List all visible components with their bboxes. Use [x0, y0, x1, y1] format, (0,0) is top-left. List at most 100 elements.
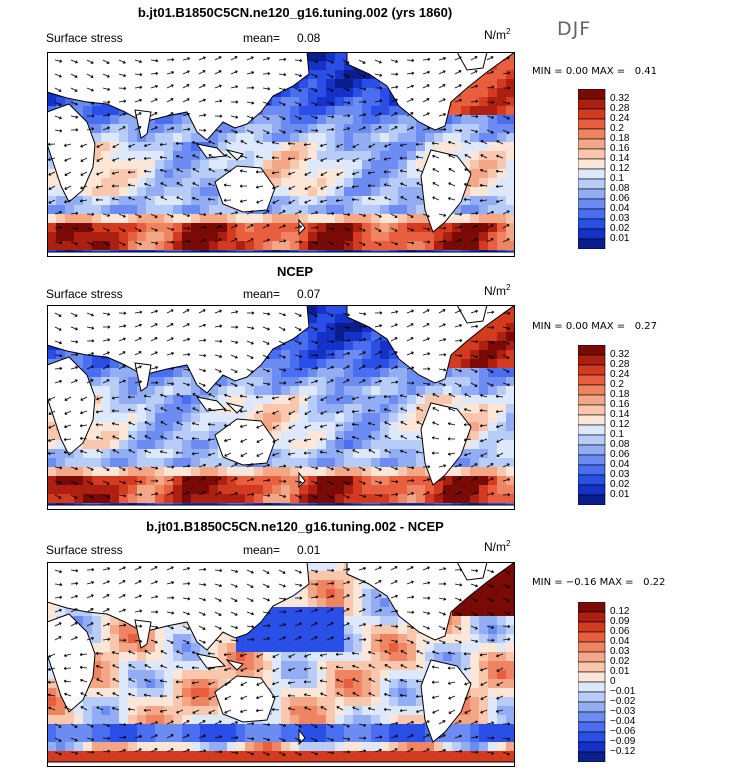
wind-vector-head [234, 224, 238, 228]
wind-vector-head [75, 340, 79, 344]
wind-vector [416, 451, 424, 454]
wind-vector [48, 438, 56, 442]
field-cell [470, 404, 480, 414]
wind-vector [70, 494, 78, 499]
wind-vector [175, 142, 184, 145]
wind-vector-head [208, 453, 211, 457]
wind-vector-head [336, 397, 340, 401]
field-cell [308, 598, 318, 608]
wind-vector-head [304, 425, 308, 429]
wind-vector [326, 227, 334, 230]
field-cell [398, 458, 408, 468]
wind-vector-head [143, 156, 147, 161]
wind-vector [438, 240, 446, 243]
wind-vector [176, 168, 184, 173]
wind-vector [192, 141, 200, 145]
wind-vector-head [208, 140, 212, 144]
field-cell [263, 616, 273, 626]
wind-vector-head [331, 339, 335, 344]
field-cell [182, 133, 192, 143]
field-cell [290, 485, 300, 495]
field-cell [245, 214, 255, 224]
wind-vector [406, 72, 414, 75]
field-cell [317, 314, 327, 324]
field-cell [479, 598, 489, 608]
wind-vector-head [383, 157, 387, 161]
wind-vector [214, 100, 222, 103]
wind-vector-head [256, 425, 260, 429]
field-cell [317, 413, 327, 423]
field-cell [137, 679, 147, 689]
field-cell [488, 634, 498, 644]
field-cell [362, 214, 372, 224]
field-cell [209, 458, 219, 468]
field-cell [497, 661, 507, 671]
field-cell [326, 151, 336, 161]
wind-vector-head [75, 467, 78, 471]
field-cell [101, 422, 111, 432]
field-cell [335, 467, 345, 477]
wind-vector-head [155, 309, 158, 313]
wind-vector-head [155, 479, 159, 483]
wind-vector [54, 354, 62, 357]
wind-vector-head [155, 59, 159, 63]
field-cell [488, 341, 498, 351]
field-cell [191, 187, 201, 197]
field-cell [236, 652, 246, 662]
field-cell [344, 368, 354, 378]
wind-vector-head [427, 240, 431, 244]
wind-vector [464, 452, 472, 456]
field-cell [128, 422, 138, 432]
field-cell [119, 679, 129, 689]
wind-vector-head [202, 383, 206, 387]
field-cell [191, 214, 201, 224]
field-cell [308, 616, 318, 626]
field-cell [227, 160, 237, 170]
field-cell [398, 169, 408, 179]
wind-vector-head [74, 495, 78, 499]
wind-vector [278, 494, 286, 498]
field-cell [407, 485, 417, 495]
field-cell [308, 205, 318, 215]
wind-vector [374, 112, 382, 117]
field-cell [299, 332, 309, 342]
field-cell [182, 395, 192, 405]
wind-vector-head [112, 449, 116, 453]
field-cell [164, 178, 174, 188]
field-cell [191, 688, 201, 698]
field-cell [317, 332, 327, 342]
wind-vector-head [464, 453, 467, 457]
wind-vector-head [352, 449, 356, 453]
field-cell [488, 359, 498, 369]
wind-vector-head [235, 85, 239, 89]
field-cell [200, 476, 210, 486]
field-cell [461, 395, 471, 405]
wind-vector [54, 211, 62, 215]
field-cell [173, 169, 183, 179]
colorbar-tick-label: 0.12 [610, 419, 630, 430]
field-cell [182, 652, 192, 662]
field-cell [281, 413, 291, 423]
field-cell [443, 223, 453, 233]
wind-vector-head [283, 494, 287, 498]
wind-vector [166, 98, 174, 103]
wind-vector-head [123, 73, 127, 77]
wind-vector-head [330, 467, 334, 471]
wind-vector [480, 140, 488, 145]
field-cell [434, 142, 444, 152]
field-cell [173, 232, 183, 242]
wind-vector-head [303, 451, 307, 455]
field-cell [173, 679, 183, 689]
field-cell [227, 386, 237, 396]
colorbar-tick-label: 0.2 [610, 123, 624, 134]
wind-vector-head [442, 477, 446, 481]
wind-vector-head [106, 74, 110, 78]
field-cell [497, 178, 507, 188]
wind-vector [128, 197, 136, 201]
wind-vector [47, 452, 56, 454]
field-cell [128, 124, 138, 134]
field-cell [317, 214, 327, 224]
wind-vector [54, 87, 62, 92]
wind-vector [470, 310, 478, 314]
field-cell [389, 386, 399, 396]
